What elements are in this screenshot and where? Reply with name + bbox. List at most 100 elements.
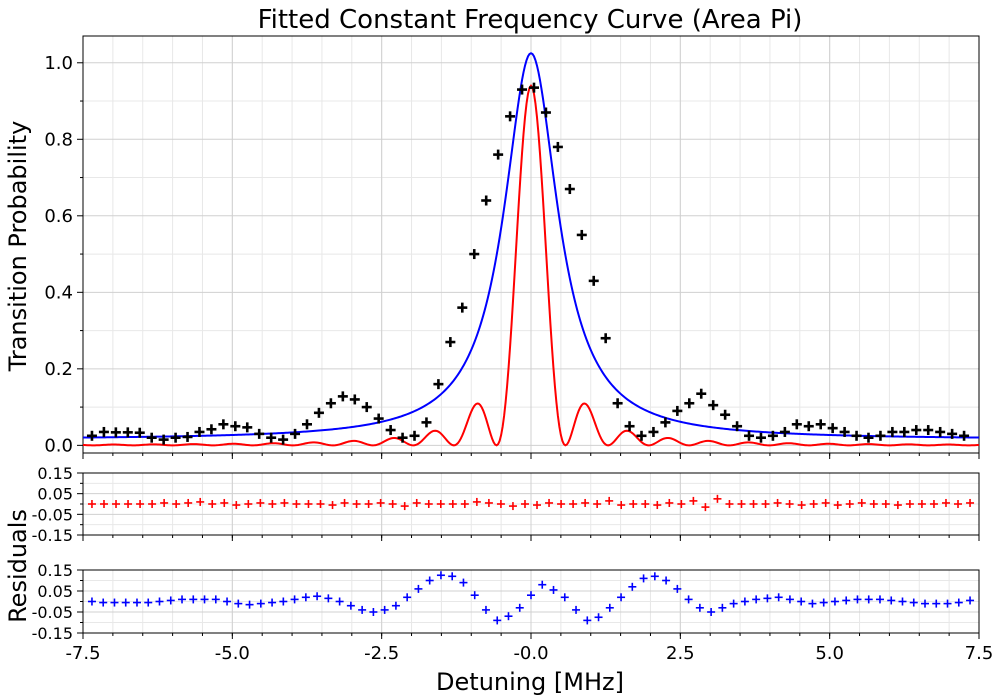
data-point: [791, 419, 802, 430]
residual-point-lorentz: [369, 608, 378, 616]
residual-point-sinc: [749, 500, 758, 508]
residual-panel-lorentz: 0.15 0.05 -0.05 -0.15-7.5 -5.0 -2.5 -0.0 2.5 5.0…: [32, 561, 994, 664]
y-tick-label: -0.05: [32, 505, 73, 524]
residual-point-lorentz: [493, 616, 502, 625]
residual-point-sinc: [436, 500, 445, 508]
data-point: [493, 149, 504, 160]
residual-point-lorentz: [830, 597, 839, 606]
data-point: [158, 434, 169, 445]
residual-point-sinc: [761, 500, 770, 508]
residual-point-lorentz: [279, 597, 288, 606]
residual-point-lorentz: [527, 591, 535, 600]
residual-point-sinc: [785, 500, 794, 508]
residual-point-lorentz: [864, 595, 873, 604]
residual-point-lorentz: [481, 605, 490, 614]
residual-point-sinc: [280, 498, 289, 507]
data-point: [564, 184, 575, 195]
residual-point-sinc: [244, 500, 253, 508]
data-point: [720, 409, 731, 420]
residual-point-sinc: [172, 500, 181, 508]
residual-point-lorentz: [99, 598, 108, 607]
main-panel: 0.0 0.2 0.4 0.6 0.8 1.0: [44, 35, 980, 459]
data-point: [767, 430, 778, 441]
residual-point-lorentz: [144, 598, 153, 607]
data-point: [672, 405, 683, 416]
residual-point-lorentz: [740, 597, 749, 606]
data-point: [660, 417, 671, 428]
residual-point-sinc: [460, 500, 469, 508]
data-point: [481, 195, 492, 206]
residual-point-sinc: [809, 500, 818, 508]
y-tick-label: 0.15: [37, 464, 73, 483]
residual-point-sinc: [917, 500, 926, 508]
residual-point-sinc: [268, 500, 277, 508]
data-point: [528, 82, 539, 93]
residual-point-lorentz: [617, 593, 626, 602]
residual-point-lorentz: [808, 599, 817, 608]
residual-point-lorentz: [583, 616, 592, 625]
residual-point-sinc: [412, 498, 421, 507]
data-point: [684, 398, 695, 409]
y-tick-label: 0.6: [44, 206, 73, 227]
residual-point-lorentz: [245, 600, 254, 609]
residual-point-lorentz: [628, 582, 637, 591]
residual-point-sinc: [617, 501, 626, 510]
data-point: [385, 425, 396, 436]
y-axis-label: Transition Probability: [4, 121, 32, 373]
data-point: [540, 107, 551, 118]
residual-point-sinc: [797, 501, 806, 510]
residual-point-sinc: [966, 498, 975, 507]
data-point: [851, 430, 862, 441]
data-point: [170, 432, 181, 443]
residual-point-lorentz: [842, 596, 851, 605]
data-point: [815, 419, 826, 430]
residual-point-lorentz: [662, 576, 671, 585]
residual-point-sinc: [833, 501, 842, 510]
residual-point-lorentz: [718, 603, 727, 612]
residual-point-sinc: [845, 500, 854, 508]
residual-point-lorentz: [391, 601, 400, 610]
residual-point-lorentz: [268, 598, 277, 607]
data-point: [959, 430, 970, 441]
residual-point-lorentz: [448, 572, 457, 581]
residual-point-sinc: [352, 500, 361, 508]
residual-point-lorentz: [673, 584, 682, 593]
residual-point-lorentz: [301, 593, 310, 602]
residual-point-lorentz: [515, 603, 524, 612]
data-point: [875, 430, 886, 441]
residual-point-sinc: [340, 498, 349, 507]
residual-point-lorentz: [313, 592, 322, 601]
residual-point-lorentz: [189, 595, 198, 604]
data-point: [636, 430, 647, 441]
residual-point-lorentz: [504, 612, 513, 621]
data-point: [302, 419, 312, 430]
residual-point-sinc: [124, 500, 133, 508]
data-point: [433, 379, 444, 390]
y-tick-label: 0.0: [44, 435, 73, 456]
residual-point-sinc: [316, 500, 325, 508]
data-point: [732, 421, 743, 432]
data-point: [98, 426, 109, 437]
residual-point-sinc: [941, 498, 950, 507]
residual-point-sinc: [508, 502, 517, 511]
residual-point-sinc: [99, 500, 108, 508]
residual-point-lorentz: [594, 613, 603, 622]
data-point: [218, 419, 229, 430]
y-tick-label: 0.15: [37, 561, 73, 580]
residual-point-sinc: [773, 498, 782, 507]
data-point: [457, 302, 468, 313]
residual-point-sinc: [364, 500, 373, 508]
y-tick-label: -0.15: [32, 526, 73, 545]
residual-point-sinc: [196, 497, 205, 506]
residual-point-sinc: [665, 498, 674, 507]
data-point: [242, 422, 253, 433]
residual-point-sinc: [496, 500, 505, 508]
residual-point-lorentz: [290, 595, 299, 604]
residual-point-sinc: [581, 498, 590, 507]
residual-point-sinc: [569, 500, 578, 508]
data-point: [624, 421, 635, 432]
data-point: [827, 423, 838, 434]
data-point: [122, 427, 133, 438]
data-point: [696, 388, 707, 399]
residual-point-lorentz: [132, 598, 141, 607]
